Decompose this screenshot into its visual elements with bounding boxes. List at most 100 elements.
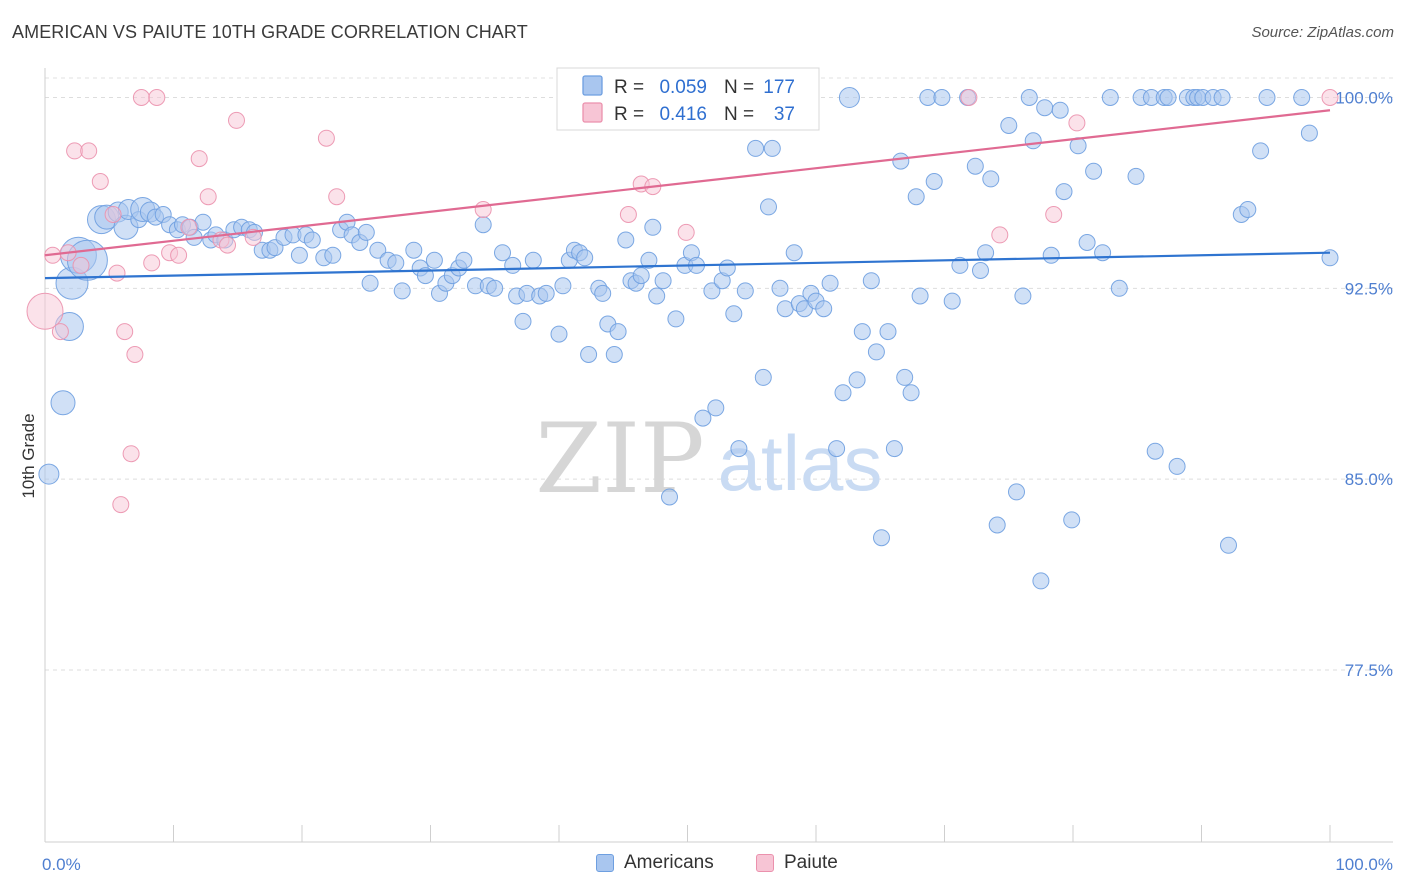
stats-r-label: R = [614,77,644,98]
data-point-paiute [148,89,166,106]
data-point-americans [828,440,846,458]
data-point-paiute [244,228,262,246]
data-point-americans [933,89,951,106]
data-point-paiute [474,201,492,218]
stats-n-value: 177 [763,77,795,98]
data-point-americans [486,279,504,297]
data-point-paiute [26,292,64,330]
y-tick-label: 77.5% [1345,661,1393,680]
data-point-americans [982,170,1000,188]
data-point-americans [760,198,777,216]
data-point-americans [1024,132,1042,150]
data-point-paiute [170,246,188,264]
data-point-paiute [72,256,90,274]
tick-labels: 77.5% 85.0% 92.5% 100.0% 0.0% 100.0% [42,89,1393,875]
data-point-americans [393,282,411,300]
stats-r-label: R = [614,104,644,125]
data-point-paiute [1321,89,1339,106]
data-point-americans [632,267,650,285]
data-point-americans [776,300,794,318]
data-point-americans [925,173,943,190]
data-point-americans [1101,89,1119,106]
data-point-americans [580,346,598,363]
data-point-americans [1213,89,1231,106]
data-point-americans [736,282,754,300]
data-point-americans [1000,117,1018,134]
data-point-paiute [104,206,122,223]
data-point-americans [707,399,725,417]
stats-r-value: 0.059 [659,77,707,98]
data-points [26,87,1339,590]
data-point-americans [911,287,929,305]
x-tick-label: 0.0% [42,855,81,874]
data-point-americans [907,188,925,206]
data-point-americans [896,368,914,386]
data-point-americans [290,246,308,264]
data-point-americans [644,218,662,236]
watermark-zip: ZIP [535,403,704,515]
data-point-paiute [328,188,346,206]
legend-item-americans: Americans [596,852,714,874]
y-tick-label: 92.5% [1345,279,1393,298]
data-point-americans [1042,246,1060,264]
trend-line-paiute [44,109,1331,257]
y-tick-label: 100.0% [1335,89,1393,108]
data-point-americans [1055,183,1073,201]
data-point-americans [194,213,212,231]
data-point-americans [405,241,423,259]
data-point-americans [617,231,635,249]
data-point-americans [862,272,880,290]
data-point-americans [425,251,443,269]
data-point-americans [1078,234,1096,251]
data-point-americans [1220,536,1237,554]
data-point-americans [943,292,961,310]
data-point-paiute [91,173,109,190]
watermark-atlas: atlas [718,419,883,507]
data-point-americans [455,251,473,269]
data-point-americans [754,368,772,386]
data-point-americans [1127,167,1145,185]
stats-swatch-americans [582,75,603,96]
legend-swatch-paiute [756,854,774,872]
data-point-americans [667,310,685,328]
data-point-americans [966,157,984,175]
trend-line-americans [44,251,1331,280]
data-point-americans [763,139,781,157]
data-point-americans [1300,124,1318,142]
data-point-americans [1063,511,1081,529]
data-point-americans [524,251,542,269]
data-point-paiute [317,129,335,147]
x-tick-label: 100.0% [1335,855,1393,874]
data-point-americans [838,87,860,108]
data-point-americans [648,287,666,305]
data-point-americans [387,254,405,272]
data-point-americans [1293,89,1311,106]
y-tick-label: 85.0% [1345,470,1393,489]
axes [44,68,1393,843]
data-point-americans [1239,201,1257,218]
data-point-paiute [132,89,150,106]
data-point-americans [951,256,969,274]
data-point-americans [919,89,937,106]
data-point-paiute [219,236,236,254]
data-point-paiute [199,188,217,206]
data-point-paiute [108,264,126,282]
data-point-americans [514,312,532,330]
data-point-americans [694,409,712,427]
data-point-americans [1146,442,1164,460]
data-point-paiute [228,111,245,129]
data-point-paiute [180,218,198,236]
data-point-americans [1252,142,1270,160]
stats-n-value: 37 [774,104,795,125]
data-point-americans [640,251,658,269]
data-point-americans [661,488,678,506]
data-point-americans [848,371,866,389]
data-point-americans [1258,89,1276,106]
data-point-americans [747,139,765,157]
data-point-americans [609,323,627,341]
data-point-americans [725,305,743,323]
data-point-americans [1020,89,1038,106]
data-point-paiute [619,206,637,223]
data-point-americans [594,284,612,302]
